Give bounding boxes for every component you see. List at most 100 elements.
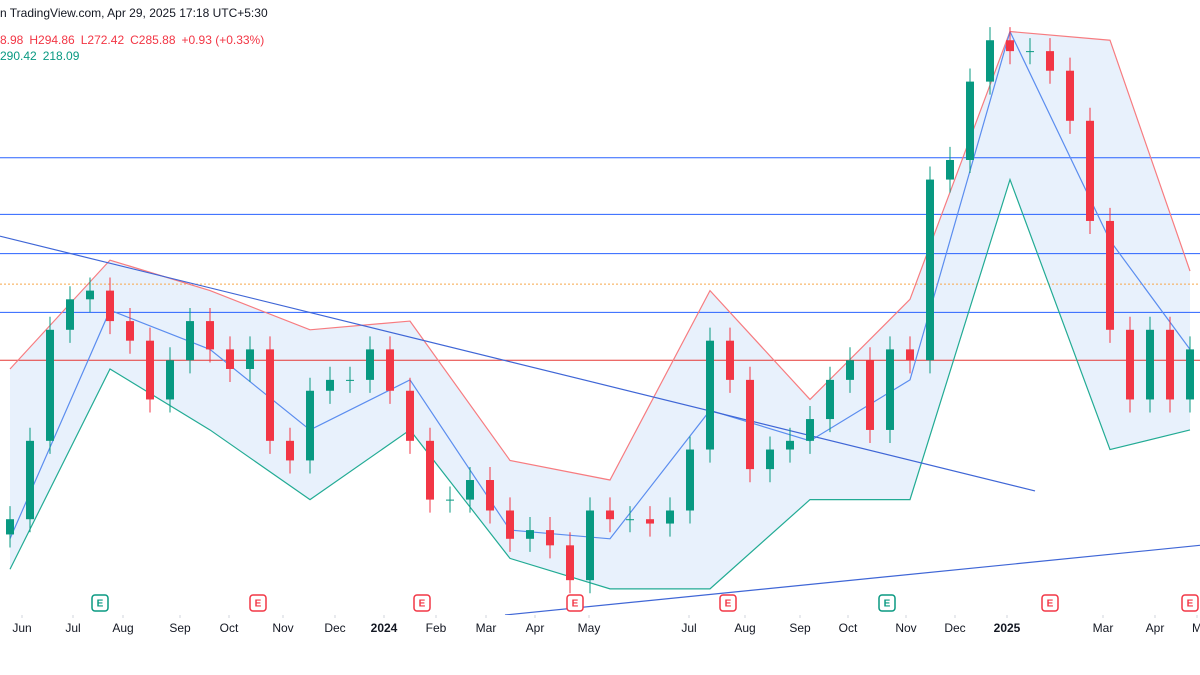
x-tick-label: 2025: [994, 621, 1021, 635]
candle-body: [26, 440, 34, 520]
candle-body: [1106, 220, 1114, 330]
candle-body: [686, 449, 694, 511]
candle-body: [66, 299, 74, 330]
source-text: n TradingView.com, Apr 29, 2025 17:18 UT…: [0, 6, 268, 20]
event-badge: [878, 594, 896, 612]
plot: [0, 27, 1200, 615]
event-badge: [413, 594, 431, 612]
candle-body: [186, 321, 194, 361]
x-tick-label: May: [578, 621, 601, 635]
candle-body: [1046, 51, 1054, 71]
event-badge: [249, 594, 267, 612]
event-label: E: [572, 599, 579, 610]
candle-body: [446, 499, 454, 501]
candle-body: [986, 40, 994, 82]
x-tick-label: Sep: [169, 621, 191, 635]
event-label: E: [419, 599, 426, 610]
candle-body: [326, 379, 334, 391]
candle-body: [226, 349, 234, 369]
candle-body: [126, 321, 134, 341]
candle-body: [886, 349, 894, 430]
candle-body: [1146, 329, 1154, 400]
ohlc-row: 8.98 H294.86 L272.42 C285.88 +0.93 (+0.33%): [0, 33, 270, 47]
candle-body: [266, 349, 274, 441]
candle-body: [546, 530, 554, 546]
candle-body: [426, 440, 434, 500]
candle-body: [766, 449, 774, 470]
header-value: 8.98: [0, 33, 24, 47]
header-value: H294.86: [29, 33, 75, 47]
event-badge: [91, 594, 109, 612]
candle-body: [406, 390, 414, 441]
x-tick-label: M: [1192, 621, 1200, 635]
x-tick-label: Jul: [65, 621, 80, 635]
candle-body: [726, 340, 734, 380]
candle-body: [206, 321, 214, 350]
candle-body: [106, 290, 114, 322]
candle-body: [366, 349, 374, 380]
header-value: 290.42: [0, 49, 37, 63]
trendline: [0, 235, 1036, 492]
candle-body: [946, 159, 954, 180]
candle-body: [706, 340, 714, 450]
candle-body: [926, 179, 934, 361]
event-badge: [1041, 594, 1059, 612]
x-tick-label: Nov: [895, 621, 916, 635]
x-tick-label: Dec: [324, 621, 345, 635]
event-badge: [1181, 594, 1199, 612]
candle-body: [786, 440, 794, 450]
candle-body: [626, 519, 634, 521]
header-value: C285.88: [130, 33, 176, 47]
header-value: 218.09: [42, 49, 80, 63]
header-value: +0.93 (+0.33%): [181, 33, 265, 47]
candle-body: [306, 390, 314, 461]
trendline: [504, 544, 1200, 615]
event-label: E: [1187, 599, 1194, 610]
candle-body: [146, 340, 154, 400]
x-tick-label: Sep: [789, 621, 811, 635]
candle-body: [386, 349, 394, 391]
x-tick-label: Nov: [272, 621, 293, 635]
event-label: E: [725, 599, 732, 610]
x-tick-label: 2024: [371, 621, 398, 635]
candle-body: [286, 440, 294, 461]
candle-body: [646, 519, 654, 524]
candle-body: [1066, 70, 1074, 121]
x-tick-label: Oct: [839, 621, 858, 635]
header-value: L272.42: [80, 33, 125, 47]
header-source: n TradingView.com, Apr 29, 2025 17:18 UT…: [0, 6, 274, 20]
x-tick-label: Apr: [526, 621, 545, 635]
candle-body: [846, 360, 854, 380]
x-tick-label: Aug: [112, 621, 133, 635]
x-tick-label: Mar: [1093, 621, 1114, 635]
candle-body: [1126, 329, 1134, 400]
candle-body: [826, 379, 834, 420]
candle-body: [1186, 349, 1194, 400]
x-tick-label: Apr: [1146, 621, 1165, 635]
candle-body: [1086, 120, 1094, 221]
event-label: E: [255, 599, 262, 610]
candle-body: [86, 290, 94, 300]
event-label: E: [1047, 599, 1054, 610]
candle-body: [566, 545, 574, 581]
x-tick-label: Mar: [476, 621, 497, 635]
candle-body: [1166, 329, 1174, 400]
candle-body: [166, 360, 174, 400]
x-tick-label: Feb: [426, 621, 447, 635]
candle-body: [606, 510, 614, 520]
event-label: E: [97, 599, 104, 610]
candle-body: [526, 530, 534, 539]
candle-body: [6, 519, 14, 535]
candle-body: [466, 480, 474, 500]
candle-body: [906, 349, 914, 361]
band-line: [9, 177, 1191, 590]
candle-body: [506, 510, 514, 539]
x-tick-label: Oct: [220, 621, 239, 635]
candle-body: [806, 419, 814, 441]
event-badge: [719, 594, 737, 612]
candle-body: [346, 379, 354, 381]
candle-body: [486, 480, 494, 511]
candle-body: [966, 81, 974, 160]
